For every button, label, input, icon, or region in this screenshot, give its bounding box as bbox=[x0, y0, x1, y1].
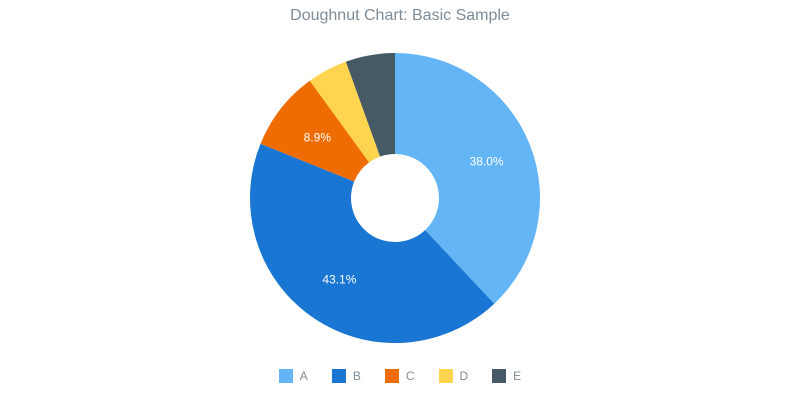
slice-label-A: 38.0% bbox=[470, 155, 504, 169]
legend-label: E bbox=[513, 369, 522, 383]
legend-item-B[interactable]: B bbox=[331, 369, 361, 383]
legend-swatch bbox=[278, 369, 293, 383]
legend-item-C[interactable]: C bbox=[384, 369, 415, 383]
slice-labels: 38.0% 43.1% 8.9% bbox=[304, 130, 504, 286]
slice-B bbox=[249, 143, 495, 343]
legend-label: C bbox=[405, 369, 415, 383]
legend-swatch bbox=[438, 369, 453, 383]
slice-label-B: 43.1% bbox=[322, 272, 356, 286]
legend-item-E[interactable]: E bbox=[492, 369, 521, 383]
slice-D bbox=[309, 61, 381, 163]
legend: A B C D E bbox=[0, 369, 800, 383]
slice-label-C: 8.9% bbox=[304, 130, 332, 144]
legend-label: D bbox=[459, 369, 469, 383]
legend-label: B bbox=[352, 369, 361, 383]
legend-item-A[interactable]: A bbox=[278, 369, 308, 383]
legend-swatch bbox=[384, 369, 399, 383]
legend-swatch bbox=[331, 369, 346, 383]
legend-item-D[interactable]: D bbox=[438, 369, 469, 383]
slice-E bbox=[345, 53, 395, 157]
legend-label: A bbox=[299, 369, 308, 383]
legend-swatch bbox=[492, 369, 507, 383]
slice-C bbox=[260, 80, 370, 182]
chart-title: Doughnut Chart: Basic Sample bbox=[290, 7, 510, 24]
slice-A bbox=[395, 53, 540, 304]
slices bbox=[249, 53, 540, 343]
